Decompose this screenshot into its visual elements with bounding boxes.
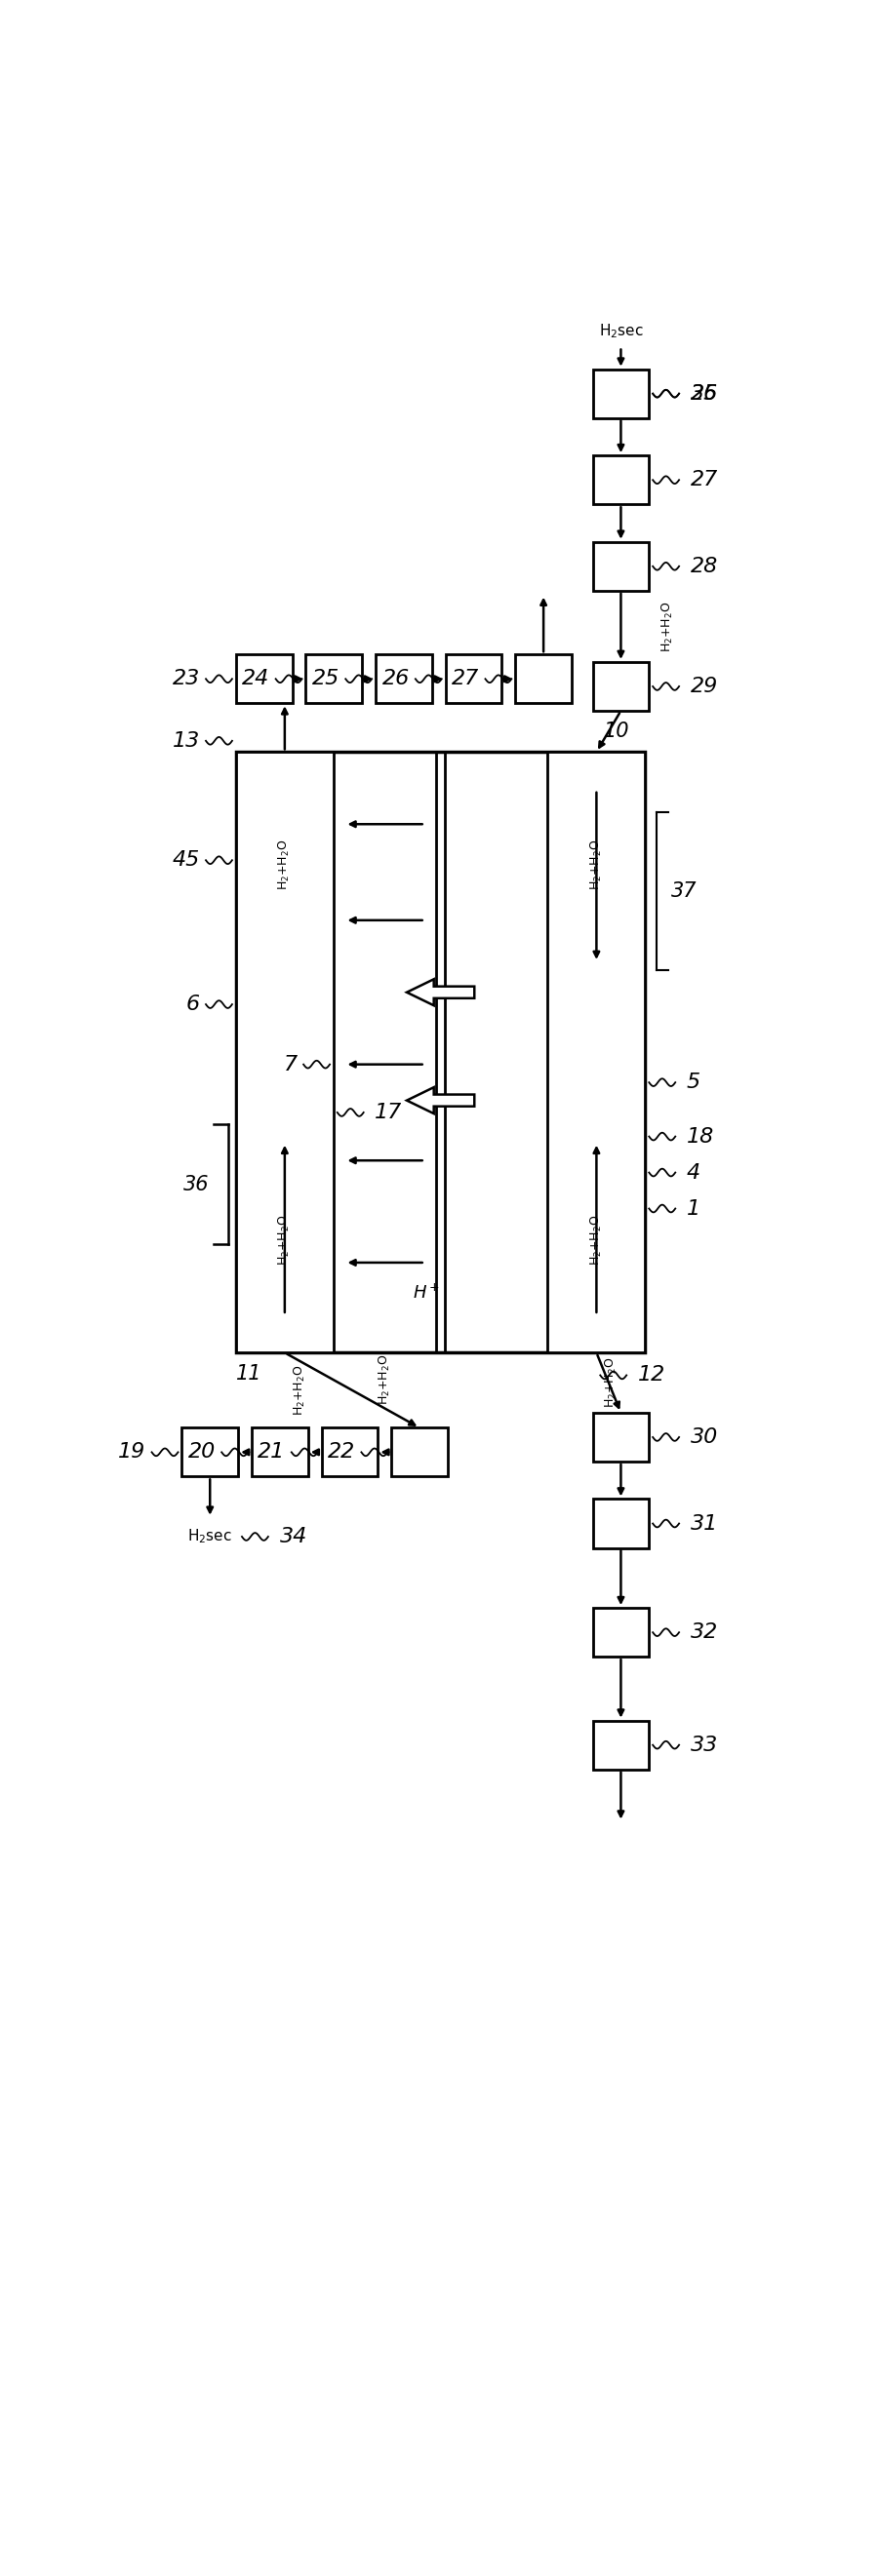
Text: 35: 35: [690, 384, 718, 404]
Bar: [593, 1607, 649, 1656]
Text: 37: 37: [672, 881, 697, 902]
Text: 11: 11: [236, 1363, 263, 1383]
Bar: [593, 456, 649, 505]
Bar: [321, 1427, 378, 1476]
Text: 24: 24: [242, 670, 270, 688]
Text: 7: 7: [284, 1054, 298, 1074]
Text: H$_2$+H$_2$O: H$_2$+H$_2$O: [589, 840, 604, 891]
Text: H$^+$: H$^+$: [412, 1283, 439, 1301]
Text: 26: 26: [382, 670, 409, 688]
Text: H$_2$+H$_2$O: H$_2$+H$_2$O: [660, 600, 675, 652]
Text: 21: 21: [258, 1443, 285, 1463]
Bar: [445, 654, 502, 703]
Text: H$_2$+H$_2$O: H$_2$+H$_2$O: [604, 1358, 619, 1409]
Text: 30: 30: [690, 1427, 718, 1448]
Text: 25: 25: [312, 670, 340, 688]
Text: 26: 26: [690, 384, 718, 404]
Text: 19: 19: [119, 1443, 146, 1463]
Polygon shape: [407, 1087, 474, 1113]
Polygon shape: [407, 979, 474, 1005]
Bar: [236, 752, 334, 1352]
Text: H$_2$+H$_2$O: H$_2$+H$_2$O: [589, 1213, 604, 1265]
Text: 22: 22: [327, 1443, 356, 1463]
Bar: [376, 654, 432, 703]
Text: 10: 10: [604, 721, 630, 742]
Text: 17: 17: [375, 1103, 402, 1123]
Bar: [392, 1427, 448, 1476]
Bar: [236, 752, 645, 1352]
Text: 29: 29: [690, 677, 718, 696]
Text: 18: 18: [687, 1126, 714, 1146]
Text: 5: 5: [687, 1072, 701, 1092]
Text: H$_2$+H$_2$O: H$_2$+H$_2$O: [277, 840, 292, 891]
Text: 20: 20: [188, 1443, 216, 1463]
Bar: [515, 654, 572, 703]
Bar: [593, 368, 649, 417]
Bar: [182, 1427, 238, 1476]
Text: 34: 34: [279, 1528, 307, 1546]
Bar: [593, 1412, 649, 1461]
Bar: [236, 654, 292, 703]
Text: 36: 36: [184, 1175, 210, 1195]
Text: H$_2$+H$_2$O: H$_2$+H$_2$O: [378, 1355, 392, 1406]
Text: 1: 1: [687, 1198, 701, 1218]
Text: 6: 6: [186, 994, 200, 1015]
Text: 12: 12: [637, 1365, 666, 1386]
Text: 4: 4: [687, 1162, 701, 1182]
Text: H$_2$+H$_2$O: H$_2$+H$_2$O: [277, 1213, 292, 1265]
Bar: [593, 1499, 649, 1548]
Text: H$_2$+H$_2$O: H$_2$+H$_2$O: [292, 1365, 307, 1417]
Text: 23: 23: [172, 670, 200, 688]
Bar: [593, 662, 649, 711]
Text: H$_2$sec: H$_2$sec: [599, 322, 644, 340]
Text: 27: 27: [690, 471, 718, 489]
Text: 32: 32: [690, 1623, 718, 1641]
Text: 27: 27: [451, 670, 479, 688]
Text: 45: 45: [172, 850, 200, 871]
Bar: [252, 1427, 308, 1476]
Text: 28: 28: [690, 556, 718, 577]
Text: 31: 31: [690, 1515, 718, 1533]
Text: H$_2$sec: H$_2$sec: [188, 1528, 233, 1546]
Bar: [593, 1721, 649, 1770]
Text: 33: 33: [690, 1736, 718, 1754]
Bar: [306, 654, 362, 703]
Text: 13: 13: [172, 732, 200, 750]
Bar: [593, 541, 649, 590]
Bar: [548, 752, 645, 1352]
